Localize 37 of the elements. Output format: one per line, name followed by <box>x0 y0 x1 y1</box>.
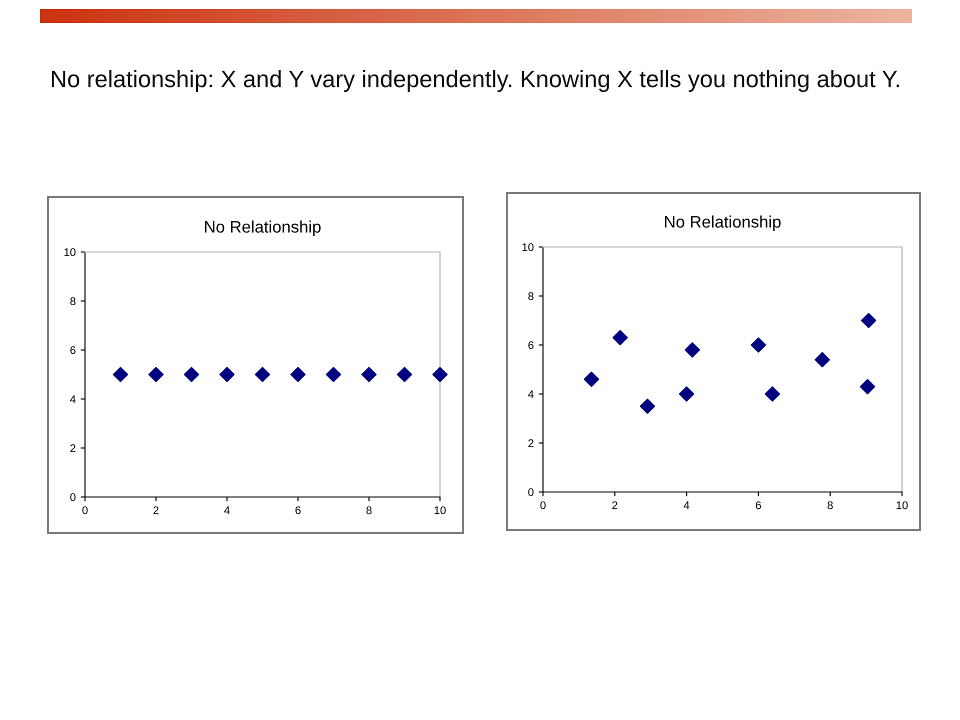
y-tick-label: 6 <box>528 341 534 350</box>
x-tick-label: 2 <box>153 506 159 514</box>
point <box>814 352 830 368</box>
x-tick-label: 4 <box>224 506 230 514</box>
y-tick-label: 10 <box>522 243 534 252</box>
chart-title: No Relationship <box>205 220 321 236</box>
y-tick-label: 0 <box>70 493 76 502</box>
x-tick-label: 6 <box>756 501 761 510</box>
chart-title: No Relationship <box>665 215 781 232</box>
point <box>750 337 766 353</box>
point <box>684 342 700 358</box>
point <box>860 312 876 328</box>
x-tick-label: 4 <box>684 501 690 510</box>
x-tick-label: 8 <box>366 506 372 514</box>
y-tick-label: 10 <box>64 248 76 256</box>
y-tick-label: 6 <box>70 346 76 354</box>
y-tick-label: 8 <box>70 297 76 306</box>
y-tick-label: 4 <box>528 390 534 398</box>
y-tick-label: 8 <box>528 292 534 300</box>
text: No relationship: X and Y vary independently. Knowing X tells you nothing about Y. <box>52 70 899 92</box>
point <box>612 330 628 346</box>
x-tick-label: 6 <box>295 506 301 514</box>
x-tick-label: 0 <box>540 501 546 510</box>
x-tick-label: 0 <box>82 506 88 514</box>
x-tick-label: 10 <box>434 506 446 514</box>
y-tick-label: 4 <box>70 395 76 404</box>
x-tick-label: 8 <box>828 501 833 510</box>
point <box>640 398 656 414</box>
point <box>860 379 876 394</box>
point <box>584 372 600 387</box>
point <box>678 386 694 402</box>
x-tick-label: 10 <box>896 501 908 510</box>
y-tick-label: 2 <box>70 444 76 452</box>
y-tick-label: 0 <box>528 488 534 496</box>
x-tick-label: 2 <box>612 501 618 510</box>
y-tick-label: 2 <box>528 439 534 448</box>
point <box>764 386 780 402</box>
